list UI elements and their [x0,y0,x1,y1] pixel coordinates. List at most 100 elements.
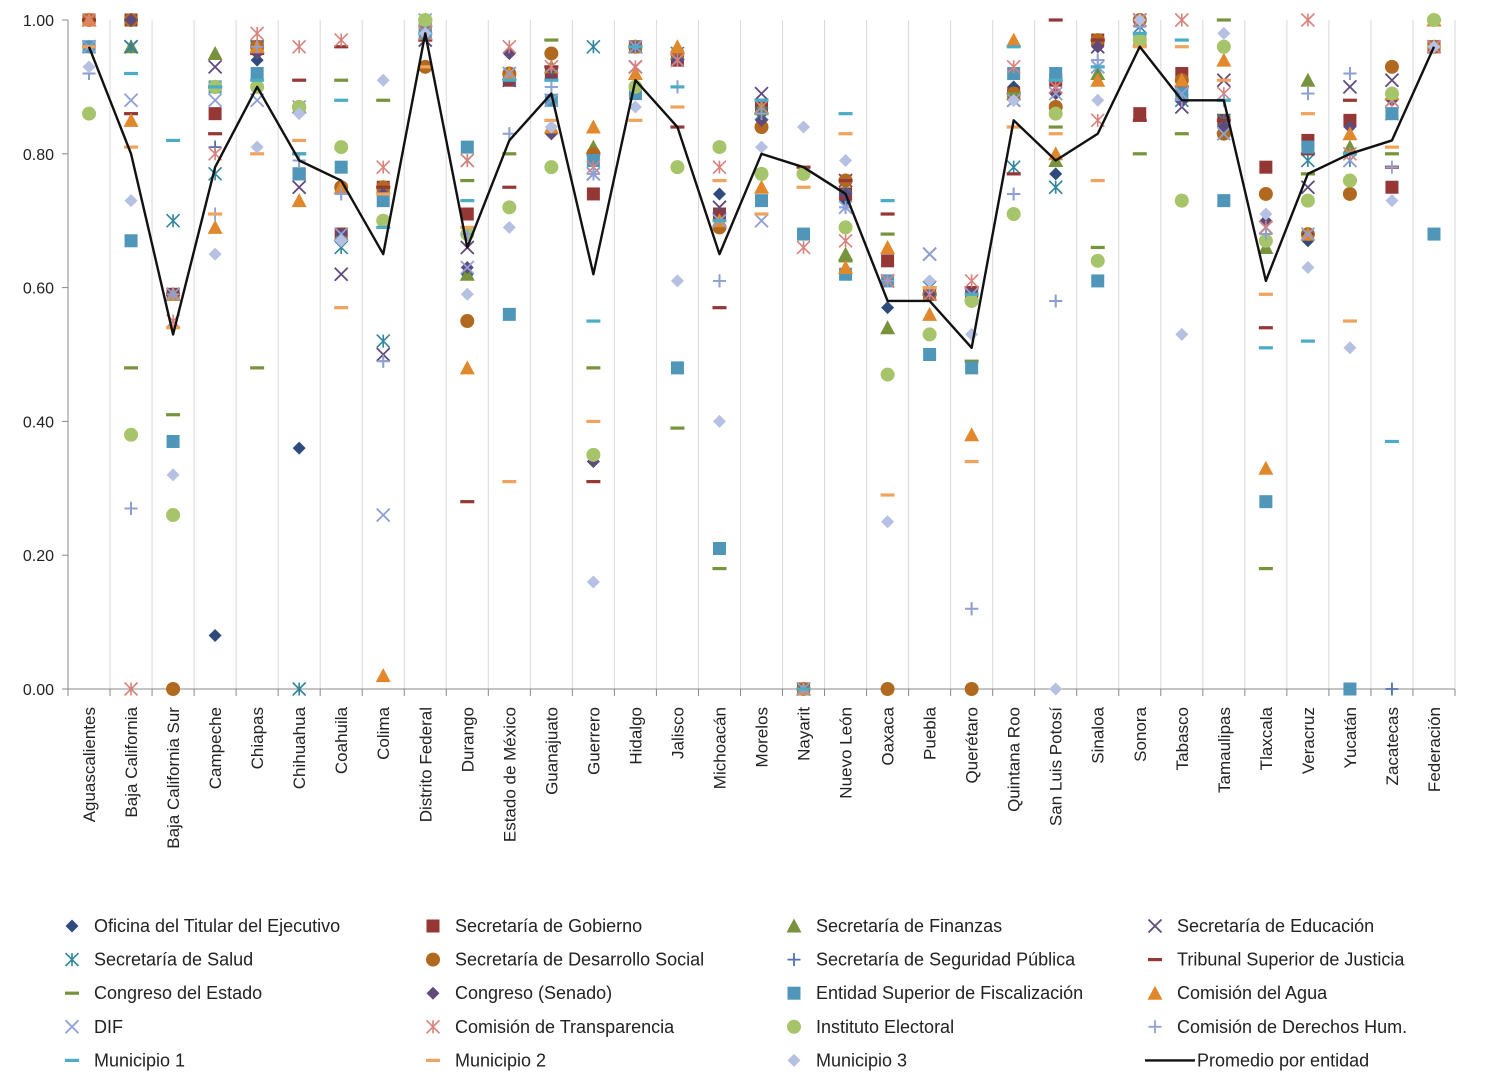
point-secretaria-de-desarrollo-social-oaxaca [880,682,895,696]
point-comision-del-agua-morelos [754,179,769,194]
legend-marker [425,1019,441,1034]
point-entidad-superior-de-fiscalizacion-queretaro [965,361,979,375]
point-municipio-2-nayarit [796,185,811,189]
point-municipio-1-sonora [1132,31,1147,35]
point-secretaria-de-gobierno-campeche [208,107,222,121]
point-congreso-del-estado-quintana-roo [1006,91,1021,96]
point-entidad-superior-de-fiscalizacion-baja-california-sur [166,434,180,448]
point-municipio-1-campeche [208,85,223,89]
legend-marker [426,919,440,933]
point-municipio-3-colima [376,73,390,87]
category-label-distrito-federal: Distrito Federal [416,707,435,822]
point-municipio-1-coahuila [334,98,349,102]
point-comision-de-transparencia-quintana-roo [1006,59,1021,74]
point-comision-del-agua-campeche [207,219,223,234]
point-comision-de-transparencia-chiapas [250,26,265,41]
point-entidad-superior-de-fiscalizacion-tlaxcala [1259,495,1273,509]
point-entidad-superior-de-fiscalizacion-colima [376,194,390,208]
point-secretaria-de-desarrollo-social-baja-california-sur [166,682,181,696]
point-municipio-2-san-luis-potosi [1048,132,1063,136]
point-municipio-3-veracruz [1301,261,1315,275]
point-instituto-electoral-michoacan [712,140,727,155]
point-municipio-2-durango [460,225,475,229]
point-secretaria-de-gobierno-zacatecas [1385,180,1399,194]
point-instituto-electoral-morelos [754,166,769,181]
point-municipio-2-campeche [208,212,223,216]
category-label-guerrero: Guerrero [584,707,603,775]
point-entidad-superior-de-fiscalizacion-yucatan [1343,682,1357,696]
point-secretaria-de-educacion-morelos [754,86,769,101]
point-congreso-del-estado-tlaxcala [1258,566,1273,571]
point-comision-del-agua-chihuahua [291,193,307,208]
point-municipio-3-zacatecas [1385,194,1399,208]
point-municipio-3-hidalgo [628,100,642,114]
point-municipio-2-guanajuato [544,118,559,122]
category-label-tlaxcala: Tlaxcala [1257,706,1276,770]
point-congreso-del-estado-jalisco [670,426,685,430]
category-label-nayarit: Nayarit [795,707,814,761]
legend-marker [65,1058,79,1062]
point-municipio-2-coahuila [334,306,349,310]
point-comision-del-agua-yucatan [1342,126,1358,141]
point-comision-de-derechos-hum-yucatan [1343,67,1357,81]
category-label-nuevo-leon: Nuevo León [837,707,856,799]
category-label-quintana-roo: Quintana Roo [1005,707,1024,812]
point-municipio-2-distrito-federal [418,65,433,69]
point-municipio-3-sinaloa [1091,93,1105,107]
point-secretaria-de-gobierno-durango [460,207,474,221]
point-comision-de-transparencia-jalisco [670,53,685,68]
point-comision-de-transparencia-nayarit [796,240,811,255]
point-oficina-del-titular-del-ejecutivo-chiapas [250,53,264,67]
point-comision-del-agua-oaxaca [880,239,896,254]
point-municipio-3-oaxaca [881,515,895,529]
series-comision-de-transparencia [81,12,1442,697]
point-municipio-1-tabasco [1174,38,1189,42]
legend-label: Instituto Electoral [816,1017,954,1037]
category-label-campeche: Campeche [206,707,225,789]
point-municipio-3-quintana-roo [1007,93,1021,107]
point-municipio-3-tamaulipas [1217,26,1231,40]
point-secretaria-de-desarrollo-social-zacatecas [1384,59,1399,74]
point-entidad-superior-de-fiscalizacion-puebla [923,348,937,361]
point-comision-del-agua-guerrero [585,119,601,134]
point-comision-de-derechos-hum-guanajuato [544,80,558,94]
point-municipio-1-estado-de-mexico [502,78,517,82]
point-comision-de-derechos-hum-morelos [755,107,768,121]
point-dif-estado-de-mexico [502,66,517,81]
point-instituto-electoral-aguascalientes [82,106,97,121]
point-instituto-electoral-sinaloa [1090,253,1105,268]
legend-item-entidad-superior-de-fiscalizacion: Entidad Superior de Fiscalización [787,983,1083,1003]
point-entidad-superior-de-fiscalizacion-zacatecas [1385,107,1399,121]
point-tribunal-superior-de-justicia-coahuila [334,45,349,49]
point-municipio-2-baja-california [124,145,139,149]
point-comision-de-derechos-hum-queretaro [965,602,979,616]
point-municipio-3-guanajuato [544,120,558,134]
point-municipio-1-zacatecas [1384,439,1399,444]
y-tick-labels: 0.00 0.20 0.40 0.60 0.80 1.00 [23,13,54,699]
point-municipio-3-chihuahua [292,107,306,121]
point-instituto-electoral-colima [376,213,391,228]
point-comision-de-transparencia-michoacan [712,160,727,175]
point-municipio-3-baja-california-sur [166,468,180,482]
point-comision-de-transparencia-nuevo-leon [838,233,853,248]
point-municipio-1-morelos [754,98,769,102]
point-dif-morelos [754,213,769,228]
legend-item-comision-de-transparencia: Comisión de Transparencia [425,1017,675,1037]
point-dif-campeche [207,93,223,108]
point-municipio-2-chiapas [250,152,265,156]
legend-marker [1147,918,1163,934]
point-entidad-superior-de-fiscalizacion-morelos [755,194,768,208]
point-comision-de-derechos-hum-estado-de-mexico [502,127,516,141]
point-municipio-2-sinaloa [1090,178,1105,183]
point-entidad-superior-de-fiscalizacion-tamaulipas [1217,194,1231,208]
legend-label: Secretaría de Salud [94,950,253,970]
point-municipio-3-morelos [755,140,768,154]
point-municipio-1-baja-california [124,71,139,76]
point-instituto-electoral-tamaulipas [1216,39,1231,54]
point-secretaria-de-salud-baja-california [123,39,139,54]
point-congreso-del-estado-sonora [1132,152,1147,156]
legend-item-secretaria-de-finanzas: Secretaría de Finanzas [786,916,1002,936]
point-municipio-2-tamaulipas [1216,78,1231,82]
point-comision-de-derechos-hum-sinaloa [1091,53,1105,67]
point-instituto-electoral-yucatan [1342,173,1357,188]
